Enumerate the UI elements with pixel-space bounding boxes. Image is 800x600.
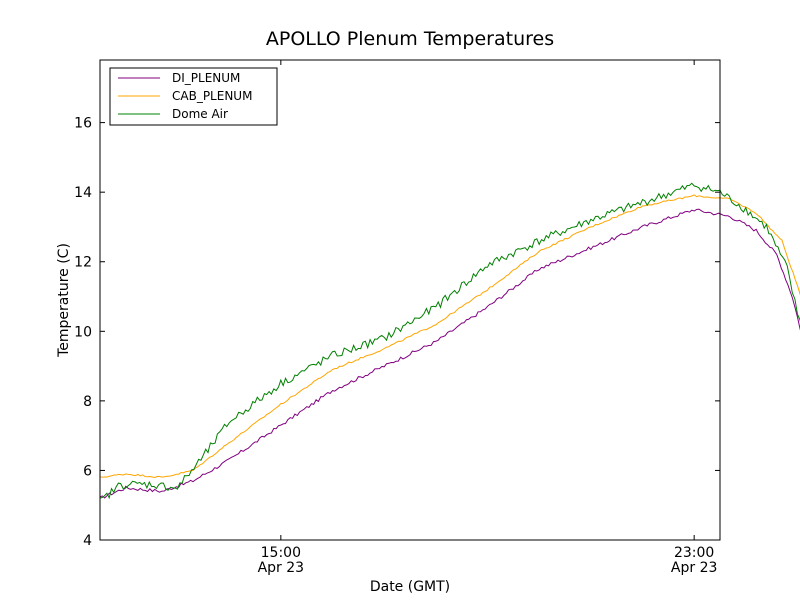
chart-title: APOLLO Plenum Temperatures — [266, 28, 554, 50]
legend-label: CAB_PLENUM — [172, 89, 252, 103]
series-line-dome-air — [99, 182, 800, 500]
y-tick-label: 12 — [74, 255, 92, 271]
series-layer — [99, 182, 800, 500]
y-axis-title: Temperature (C) — [56, 243, 72, 358]
legend-label: Dome Air — [172, 107, 228, 121]
y-tick-label: 6 — [83, 463, 92, 479]
y-tick-label: 16 — [74, 116, 92, 132]
x-tick-date-label: Apr 23 — [258, 560, 304, 576]
x-tick-time-label: 23:00 — [674, 545, 714, 561]
series-line-di-plenum — [99, 208, 800, 499]
x-tick-time-label: 15:00 — [261, 545, 301, 561]
legend: DI_PLENUM CAB_PLENUM Dome Air — [109, 67, 278, 126]
y-axis: 4 6 8 10 12 14 16 — [74, 116, 720, 549]
y-tick-label: 4 — [83, 533, 92, 549]
y-tick-label: 8 — [83, 394, 92, 410]
legend-label: DI_PLENUM — [172, 71, 240, 85]
y-tick-label: 10 — [74, 324, 92, 340]
y-tick-label: 14 — [74, 185, 92, 201]
series-line-cab-plenum — [99, 194, 800, 479]
plot-area — [100, 60, 720, 540]
x-tick-date-label: Apr 23 — [671, 560, 717, 576]
x-axis-title: Date (GMT) — [370, 579, 450, 595]
plot-frame — [99, 59, 721, 541]
